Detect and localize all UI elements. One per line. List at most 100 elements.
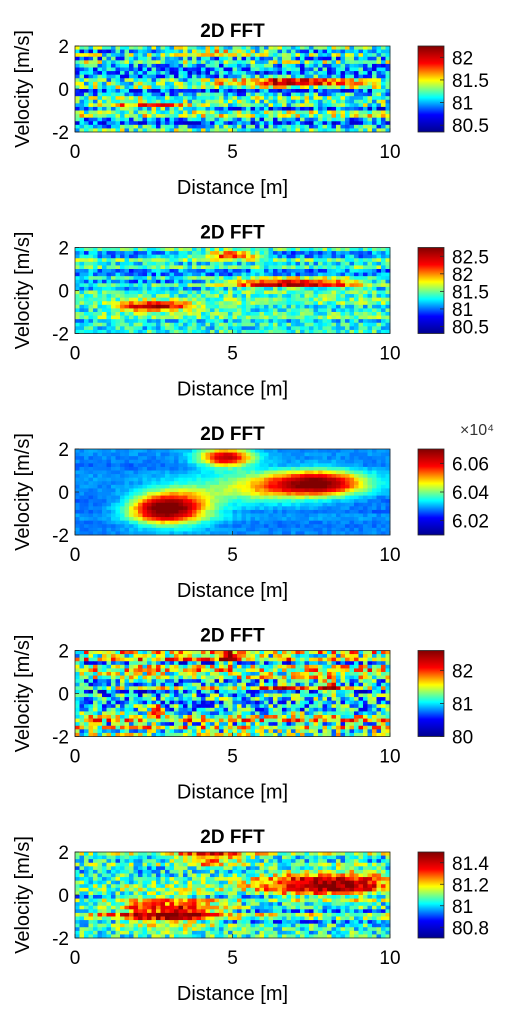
heatmap-cell bbox=[372, 121, 377, 125]
heatmap-cell bbox=[165, 496, 170, 500]
heatmap-cell bbox=[282, 46, 287, 50]
heatmap-cell bbox=[242, 93, 247, 97]
heatmap-cell bbox=[89, 305, 94, 309]
heatmap-cell bbox=[314, 273, 319, 277]
heatmap-cell bbox=[323, 75, 328, 79]
heatmap-cell bbox=[197, 503, 202, 507]
heatmap-cell bbox=[264, 64, 269, 68]
heatmap-cell bbox=[228, 301, 233, 305]
heatmap-cell bbox=[273, 287, 278, 291]
heatmap-cell bbox=[233, 485, 238, 489]
heatmap-cell bbox=[305, 449, 310, 453]
heatmap-cell bbox=[188, 118, 193, 122]
heatmap-cell bbox=[138, 471, 143, 475]
heatmap-cell bbox=[269, 111, 274, 115]
heatmap-cell bbox=[363, 521, 368, 525]
heatmap-cell bbox=[224, 57, 229, 61]
heatmap-cell bbox=[210, 265, 215, 269]
heatmap-cell bbox=[129, 474, 134, 478]
heatmap-cell bbox=[138, 251, 143, 255]
heatmap-cell bbox=[278, 453, 283, 457]
heatmap-cell bbox=[269, 524, 274, 528]
heatmap-cell bbox=[359, 460, 364, 464]
heatmap-cell bbox=[246, 78, 251, 82]
heatmap-cell bbox=[237, 273, 242, 277]
heatmap-cell bbox=[93, 323, 98, 327]
heatmap-cell bbox=[282, 301, 287, 305]
heatmap-cell bbox=[251, 488, 256, 492]
heatmap-cell bbox=[197, 121, 202, 125]
heatmap-cell bbox=[300, 100, 305, 104]
heatmap-cell bbox=[350, 111, 355, 115]
heatmap-cell bbox=[125, 481, 130, 485]
heatmap-cell bbox=[215, 125, 220, 129]
heatmap-cell bbox=[242, 251, 247, 255]
heatmap-cell bbox=[98, 265, 103, 269]
heatmap-cell bbox=[174, 492, 179, 496]
heatmap-cell bbox=[309, 64, 314, 68]
heatmap-cell bbox=[255, 121, 260, 125]
heatmap-cell bbox=[354, 262, 359, 266]
heatmap-cell bbox=[305, 71, 310, 75]
heatmap-cell bbox=[111, 111, 116, 115]
heatmap-cell bbox=[300, 499, 305, 503]
heatmap-cell bbox=[291, 474, 296, 478]
heatmap-cell bbox=[246, 460, 251, 464]
heatmap-cell bbox=[336, 298, 341, 302]
heatmap-cell bbox=[129, 312, 134, 316]
heatmap-cell bbox=[341, 262, 346, 266]
heatmap-cell bbox=[147, 517, 152, 521]
heatmap-cell bbox=[233, 499, 238, 503]
heatmap-cell bbox=[242, 312, 247, 316]
heatmap-cell bbox=[237, 481, 242, 485]
heatmap-cell bbox=[300, 319, 305, 323]
heatmap-cell bbox=[242, 305, 247, 309]
heatmap-cell bbox=[282, 269, 287, 273]
heatmap-cell bbox=[120, 71, 125, 75]
heatmap-cell bbox=[143, 301, 148, 305]
heatmap-cell bbox=[111, 255, 116, 259]
heatmap-cell bbox=[156, 89, 161, 93]
heatmap-cell bbox=[89, 255, 94, 259]
heatmap-cell bbox=[251, 251, 256, 255]
heatmap-cell bbox=[300, 492, 305, 496]
heatmap-cell bbox=[116, 499, 121, 503]
heatmap-cell bbox=[138, 85, 143, 89]
heatmap-cell bbox=[251, 125, 256, 129]
heatmap-cell bbox=[152, 78, 157, 82]
heatmap-cell bbox=[237, 323, 242, 327]
heatmap-cell bbox=[269, 449, 274, 453]
heatmap-cell bbox=[120, 496, 125, 500]
heatmap-cell bbox=[125, 453, 130, 457]
heatmap-cell bbox=[201, 283, 206, 287]
heatmap-cell bbox=[273, 481, 278, 485]
heatmap-cell bbox=[237, 485, 242, 489]
heatmap-cell bbox=[233, 273, 238, 277]
heatmap-cell bbox=[138, 287, 143, 291]
heatmap-cell bbox=[287, 460, 292, 464]
heatmap-cell bbox=[336, 524, 341, 528]
heatmap-cell bbox=[93, 287, 98, 291]
heatmap-cell bbox=[183, 107, 188, 111]
heatmap-cell bbox=[377, 453, 382, 457]
heatmap-cell bbox=[251, 510, 256, 514]
heatmap-cell bbox=[282, 492, 287, 496]
heatmap-cell bbox=[84, 82, 89, 86]
heatmap-cell bbox=[372, 499, 377, 503]
heatmap-cell bbox=[363, 53, 368, 57]
heatmap-cell bbox=[170, 96, 175, 100]
heatmap-cell bbox=[228, 521, 233, 525]
heatmap-cell bbox=[242, 496, 247, 500]
heatmap-cell bbox=[215, 460, 220, 464]
heatmap-cell bbox=[372, 64, 377, 68]
heatmap-cell bbox=[264, 474, 269, 478]
heatmap-cell bbox=[161, 283, 166, 287]
heatmap-cell bbox=[242, 100, 247, 104]
heatmap-cell bbox=[147, 75, 152, 79]
heatmap-cell bbox=[111, 103, 116, 107]
heatmap-cell bbox=[260, 298, 265, 302]
heatmap-cell bbox=[165, 510, 170, 514]
heatmap-cell bbox=[98, 301, 103, 305]
heatmap-cell bbox=[156, 248, 161, 252]
heatmap-cell bbox=[305, 121, 310, 125]
